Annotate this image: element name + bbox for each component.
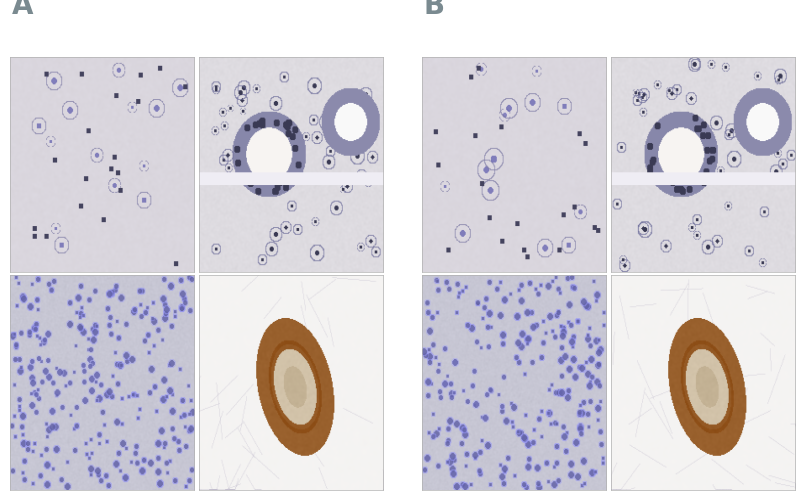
Text: A: A [12, 0, 34, 20]
Text: B: B [424, 0, 445, 20]
